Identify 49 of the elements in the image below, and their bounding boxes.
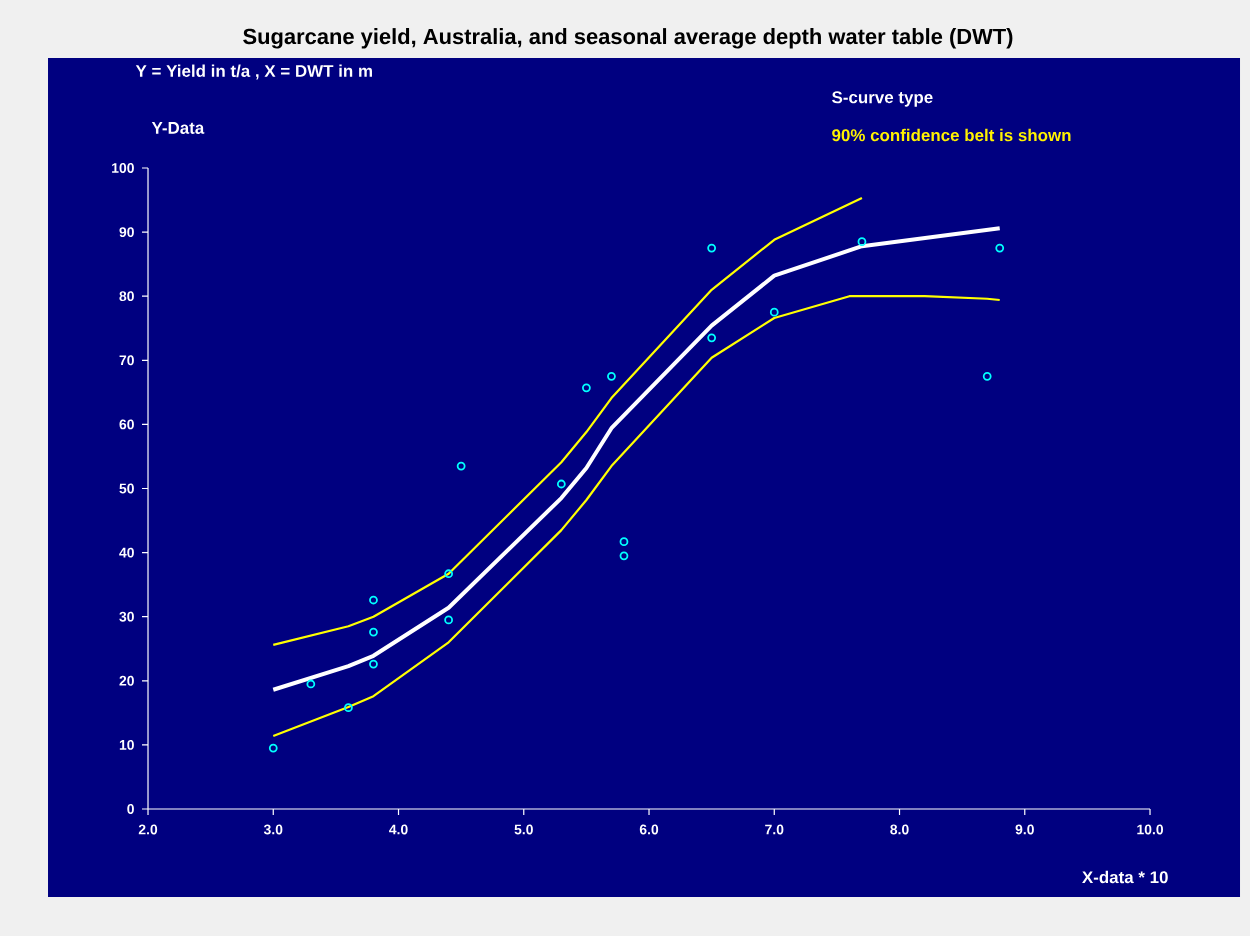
x-tick-label: 2.0 (138, 824, 158, 835)
text: 90% confidence belt is shown (832, 128, 1071, 142)
y-tick-label: 30 (119, 611, 134, 622)
point (444, 569, 453, 579)
point (707, 333, 717, 343)
y-tick-label: 70 (119, 355, 134, 366)
line-series (272, 295, 1001, 738)
text: Y = Yield in t/a , X = DWT in m (135, 64, 372, 80)
y-tick-label: 80 (119, 291, 134, 302)
x-tick-label: 4.0 (389, 824, 408, 835)
point (769, 307, 779, 317)
point (369, 627, 378, 637)
x-tick-label: 9.0 (1015, 824, 1034, 835)
point (344, 703, 353, 713)
point (556, 479, 566, 489)
y-tick-label: 60 (119, 419, 134, 430)
point (619, 551, 629, 561)
y-tick-label: 10 (119, 739, 134, 750)
point (607, 371, 616, 381)
point (982, 371, 992, 381)
y-tick-label: 40 (119, 547, 134, 558)
point (857, 237, 867, 247)
point (619, 537, 629, 547)
x-tick-label: 3.0 (263, 824, 283, 835)
x-tick-label: 5.0 (514, 824, 533, 835)
point (444, 615, 453, 625)
point (456, 461, 466, 471)
line-series (271, 226, 1002, 692)
point (306, 679, 316, 689)
point (995, 243, 1005, 253)
x-tick-label: 7.0 (765, 824, 784, 835)
x-axis-title: X-data * 10 (1082, 870, 1168, 884)
point (369, 595, 378, 605)
text: S-curve type (832, 91, 933, 107)
x-tick-label: 6.0 (639, 824, 659, 835)
y-tick-label: 0 (127, 804, 134, 814)
y-tick-label: 90 (119, 227, 134, 238)
line-series (272, 197, 864, 646)
point (268, 743, 278, 753)
y-tick-label: 20 (119, 675, 134, 686)
point (582, 383, 591, 393)
x-tick-label: 8.0 (890, 824, 909, 835)
y-axis-title: Y-Data (151, 122, 205, 134)
chart-title: Sugarcane yield, Australia, and seasonal average depth water table (DWT) (243, 28, 1013, 49)
x-tick-label: 10.0 (1137, 824, 1164, 835)
point (369, 659, 378, 669)
y-tick-label: 100 (112, 163, 134, 173)
point (707, 243, 717, 253)
y-tick-label: 50 (119, 483, 134, 494)
